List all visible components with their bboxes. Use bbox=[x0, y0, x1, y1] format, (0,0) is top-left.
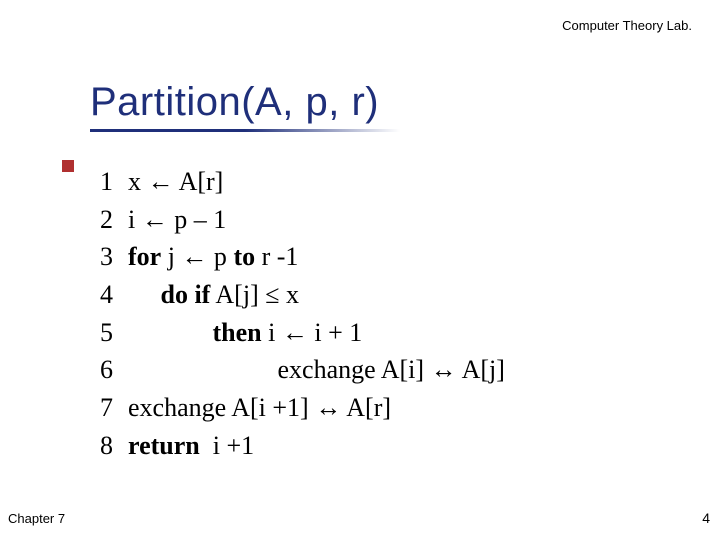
line-number: 1 bbox=[100, 163, 128, 201]
bullet-accent bbox=[62, 160, 74, 172]
code-text: exchange A[i] ↔ A[j] bbox=[278, 355, 505, 384]
line-number: 3 bbox=[100, 238, 128, 276]
line-number: 5 bbox=[100, 314, 128, 352]
code-text: exchange A[i +1] ↔ A[r] bbox=[128, 393, 391, 422]
line-number: 4 bbox=[100, 276, 128, 314]
title-block: Partition(A, p, r) bbox=[90, 80, 400, 132]
line-number: 6 bbox=[100, 351, 128, 389]
footer-chapter: Chapter 7 bbox=[8, 511, 65, 526]
code-line: 1x ← A[r] bbox=[100, 163, 505, 201]
slide-title: Partition(A, p, r) bbox=[90, 80, 400, 125]
title-underline bbox=[90, 129, 400, 132]
code-line: 8return i +1 bbox=[100, 427, 505, 465]
code-line: 4 do if A[j] ≤ x bbox=[100, 276, 505, 314]
code-text: j ← p bbox=[161, 242, 233, 271]
header-lab-label: Computer Theory Lab. bbox=[562, 18, 692, 33]
indent bbox=[128, 318, 213, 347]
code-text: r -1 bbox=[255, 242, 298, 271]
line-number: 2 bbox=[100, 201, 128, 239]
keyword: to bbox=[233, 242, 255, 271]
keyword: then bbox=[213, 318, 262, 347]
keyword: for bbox=[128, 242, 161, 271]
line-number: 8 bbox=[100, 427, 128, 465]
code-line: 6 exchange A[i] ↔ A[j] bbox=[100, 351, 505, 389]
indent bbox=[128, 355, 278, 384]
line-number: 7 bbox=[100, 389, 128, 427]
code-line: 5 then i ← i + 1 bbox=[100, 314, 505, 352]
code-line: 2i ← p – 1 bbox=[100, 201, 505, 239]
code-text: i ← i + 1 bbox=[262, 318, 363, 347]
footer-page-number: 4 bbox=[702, 510, 710, 526]
keyword: do if bbox=[161, 280, 211, 309]
code-line: 3for j ← p to r -1 bbox=[100, 238, 505, 276]
indent bbox=[128, 280, 161, 309]
code-text: A[j] ≤ x bbox=[210, 280, 299, 309]
code-text: i +1 bbox=[200, 431, 254, 460]
code-text: i ← p – 1 bbox=[128, 205, 226, 234]
code-text: x ← A[r] bbox=[128, 167, 223, 196]
pseudocode-block: 1x ← A[r] 2i ← p – 1 3for j ← p to r -1 … bbox=[100, 163, 505, 465]
keyword: return bbox=[128, 431, 200, 460]
code-line: 7exchange A[i +1] ↔ A[r] bbox=[100, 389, 505, 427]
